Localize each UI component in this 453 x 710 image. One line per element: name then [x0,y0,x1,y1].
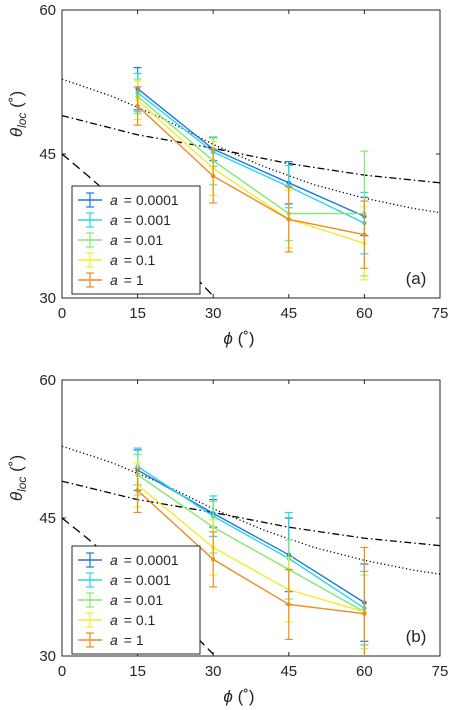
series-4 [133,467,369,656]
reference-curve-dotted [62,78,440,214]
legend-label: a = 0.1 [110,252,156,268]
data-point [362,611,367,616]
x-axis-unit: (˚) [238,687,255,706]
legend: a = 0.0001 a = 0.001 a = 0.01 a = 0.1 a = 1 [71,185,201,295]
y-tick-label: 30 [39,648,56,665]
legend-label-var: a [110,592,118,608]
y-axis-symbol: θ [7,491,26,501]
legend-label-value: = 0.01 [124,592,164,608]
y-axis-label: θloc (˚) [7,455,29,501]
series-line [137,465,365,609]
legend-label-value: = 0.1 [124,252,156,268]
legend-label-var: a [110,272,118,288]
data-point [211,557,216,562]
y-axis-subscript: loc [15,113,29,128]
legend-label-value: = 0.001 [124,572,171,588]
legend-label: a = 0.0001 [110,552,179,568]
legend-label-value: = 1 [124,632,144,648]
x-tick-label: 75 [432,663,449,680]
x-axis-symbol: ϕ [223,687,237,706]
series-line [137,474,365,613]
x-tick-label: 60 [356,663,373,680]
x-axis-label: ϕ (˚) [223,687,254,706]
legend-label: a = 0.001 [110,212,171,228]
series-line [137,92,365,224]
plot-content [62,445,440,656]
y-axis-subscript: loc [15,477,29,492]
legend-label-value: = 0.0001 [124,192,179,208]
y-tick-label: 60 [39,2,56,19]
x-tick-label: 15 [129,305,146,322]
legend-label-value: = 0.0001 [124,552,179,568]
y-axis-label: θloc (˚) [7,91,29,137]
panel-label: (b) [406,627,427,646]
y-axis-unit: (˚) [7,455,26,477]
legend-label-var: a [110,192,118,208]
series-line [137,95,365,215]
data-point [135,488,140,493]
data-point [135,103,140,109]
reference-curve-dashdot [62,114,440,184]
legend-label-value: = 0.01 [124,232,164,248]
legend-label-var: a [110,632,118,648]
x-tick-label: 30 [205,305,222,322]
x-tick-label: 75 [432,305,449,322]
data-point [211,173,216,179]
x-tick-label: 45 [280,305,297,322]
legend-label-value: = 0.1 [124,612,156,628]
legend: a = 0.0001 a = 0.001 a = 0.01 a = 0.1 a = 1 [71,545,201,655]
legend-label-var: a [110,572,118,588]
x-tick-label: 0 [58,663,66,680]
y-tick-label: 45 [39,146,56,163]
x-tick-label: 60 [356,305,373,322]
series-line [137,489,365,615]
x-axis-label: ϕ (˚) [223,329,254,348]
data-point [286,217,291,222]
legend-label: a = 0.1 [110,612,156,628]
legend-label-value: = 0.001 [124,212,171,228]
legend-label-var: a [110,552,118,568]
legend-label-value: = 1 [124,272,144,288]
legend-label: a = 1 [110,272,144,288]
y-tick-label: 45 [39,510,56,527]
series-line [137,484,365,613]
panel-label: (a) [406,269,427,288]
y-tick-label: 30 [39,290,56,307]
legend-label: a = 0.0001 [110,192,179,208]
data-point [286,602,291,607]
y-axis-symbol: θ [7,127,26,137]
y-tick-label: 60 [39,372,56,389]
legend-label-var: a [110,612,118,628]
x-tick-label: 45 [280,663,297,680]
reference-curve-dotted [62,445,440,575]
legend-label: a = 0.01 [110,592,163,608]
reference-curve-dashdot [62,480,440,547]
series-4 [133,86,369,269]
data-point [362,232,367,237]
series-line [137,88,365,218]
x-tick-label: 30 [205,663,222,680]
x-axis-unit: (˚) [238,329,255,348]
series-line [137,99,365,244]
y-axis-unit: (˚) [7,91,26,113]
x-tick-label: 15 [129,663,146,680]
legend-label-var: a [110,212,118,228]
legend-label-var: a [110,232,118,248]
legend-label: a = 1 [110,632,144,648]
legend-label: a = 0.001 [110,572,171,588]
legend-label: a = 0.01 [110,232,163,248]
x-tick-label: 0 [58,305,66,322]
x-axis-symbol: ϕ [223,329,237,348]
series-line [137,105,365,236]
legend-label-var: a [110,252,118,268]
